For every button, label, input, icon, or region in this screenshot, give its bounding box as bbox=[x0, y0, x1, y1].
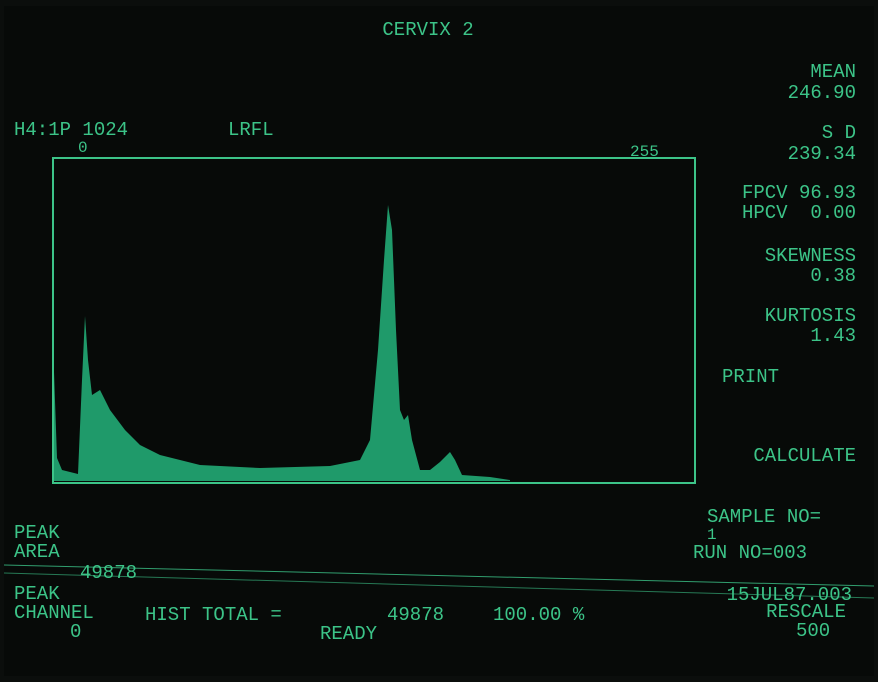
rescale-label: RESCALE bbox=[766, 601, 846, 623]
crt bbox=[4, 6, 874, 676]
sd-label: S D bbox=[822, 122, 856, 144]
mean-label: MEAN bbox=[810, 61, 856, 83]
peak-area-label: AREA bbox=[14, 541, 60, 563]
sample-label: SAMPLE NO= bbox=[707, 506, 821, 528]
calculate-button[interactable]: CALCULATE bbox=[753, 445, 856, 467]
peak-channel-value: 0 bbox=[70, 621, 81, 643]
run-number: RUN NO=003 bbox=[693, 542, 807, 564]
range-end: 255 bbox=[630, 143, 659, 161]
status: READY bbox=[320, 623, 378, 645]
mean-value: 246.90 bbox=[788, 82, 856, 104]
peak-area-label: PEAK bbox=[14, 522, 60, 544]
kurtosis-value: 1.43 bbox=[810, 325, 856, 347]
skewness-value: 0.38 bbox=[810, 265, 856, 287]
sd-value: 239.34 bbox=[788, 143, 856, 165]
peak-channel-label: PEAK bbox=[14, 583, 60, 605]
histogram-frame bbox=[52, 157, 696, 484]
parameter: LRFL bbox=[228, 119, 274, 141]
hist-total-percent: 100.00 % bbox=[493, 604, 585, 626]
skewness-label: SKEWNESS bbox=[765, 245, 856, 267]
hist-total-label: HIST TOTAL = bbox=[145, 604, 282, 626]
rescale-value: 500 bbox=[796, 620, 830, 642]
print-button[interactable]: PRINT bbox=[722, 366, 779, 388]
range-start: 0 bbox=[78, 139, 88, 157]
scan-line bbox=[3, 572, 875, 599]
histogram bbox=[54, 205, 510, 481]
kurtosis-label: KURTOSIS bbox=[765, 305, 856, 327]
acquisition: H4:1P 1024 bbox=[14, 119, 128, 141]
fpcv: FPCV 96.93 bbox=[742, 182, 856, 204]
peak-area-value: 49878 bbox=[80, 562, 137, 584]
sample-value: 1 bbox=[707, 526, 717, 544]
scan-line bbox=[3, 564, 875, 587]
title: CERVIX 2 bbox=[382, 19, 473, 41]
hist-total-value: 49878 bbox=[387, 604, 444, 626]
peak-channel-label: CHANNEL bbox=[14, 602, 94, 624]
hpcv: HPCV 0.00 bbox=[742, 202, 856, 224]
date: 15JUL87.003 bbox=[727, 584, 852, 606]
